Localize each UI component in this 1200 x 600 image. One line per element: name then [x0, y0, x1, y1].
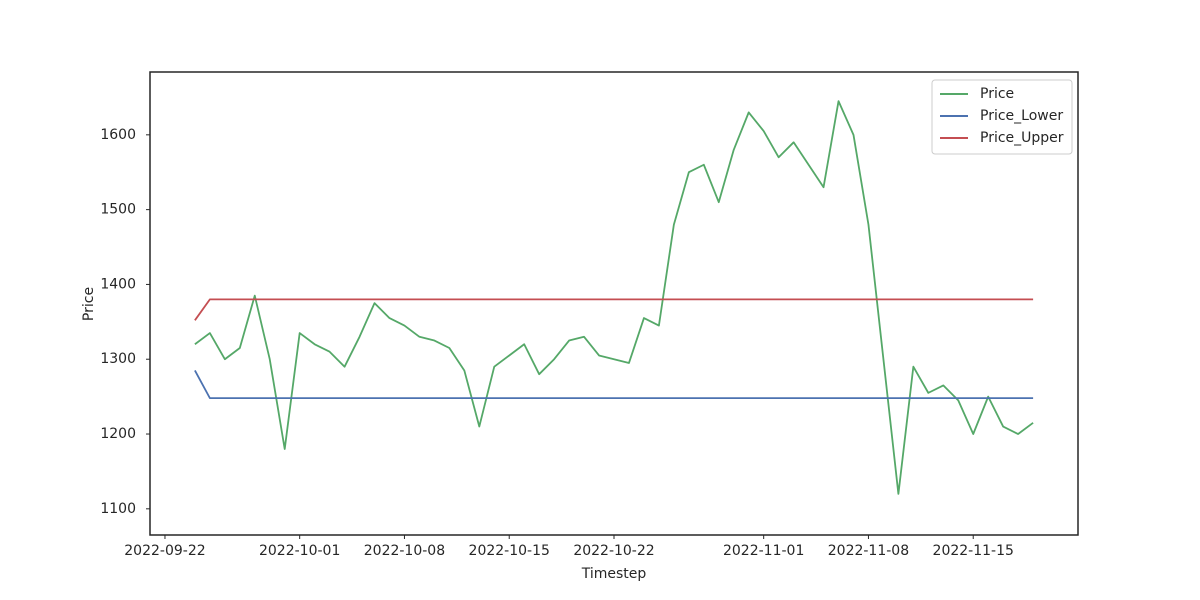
- y-tick-label: 1400: [100, 276, 136, 292]
- series-line: [194, 100, 1034, 495]
- legend-label: Price_Lower: [980, 108, 1063, 124]
- x-tick-label: 2022-10-22: [573, 543, 654, 559]
- x-axis-label: Timestep: [581, 566, 647, 582]
- x-tick-label: 2022-11-08: [828, 543, 909, 559]
- y-tick-label: 1100: [100, 501, 136, 517]
- series-line: [194, 370, 1034, 400]
- x-tick-label: 2022-10-15: [469, 543, 550, 559]
- y-tick-label: 1300: [100, 351, 136, 367]
- x-tick-label: 2022-11-01: [723, 543, 804, 559]
- y-tick-label: 1200: [100, 426, 136, 442]
- x-tick-label: 2022-10-01: [259, 543, 340, 559]
- x-tick-label: 2022-11-15: [933, 543, 1014, 559]
- x-tick-label: 2022-10-08: [364, 543, 445, 559]
- plot-frame: [149, 71, 1079, 536]
- y-tick-label: 1600: [100, 127, 136, 143]
- x-tick-label: 2022-09-22: [124, 543, 205, 559]
- y-tick-label: 1500: [100, 202, 136, 218]
- legend-label: Price: [980, 86, 1014, 102]
- legend-label: Price_Upper: [980, 130, 1064, 146]
- legend: Price Price_Lower Price_Upper: [931, 79, 1073, 155]
- y-axis-label: Price: [81, 287, 97, 321]
- series-line: [194, 298, 1034, 321]
- legend-box: [931, 79, 1073, 155]
